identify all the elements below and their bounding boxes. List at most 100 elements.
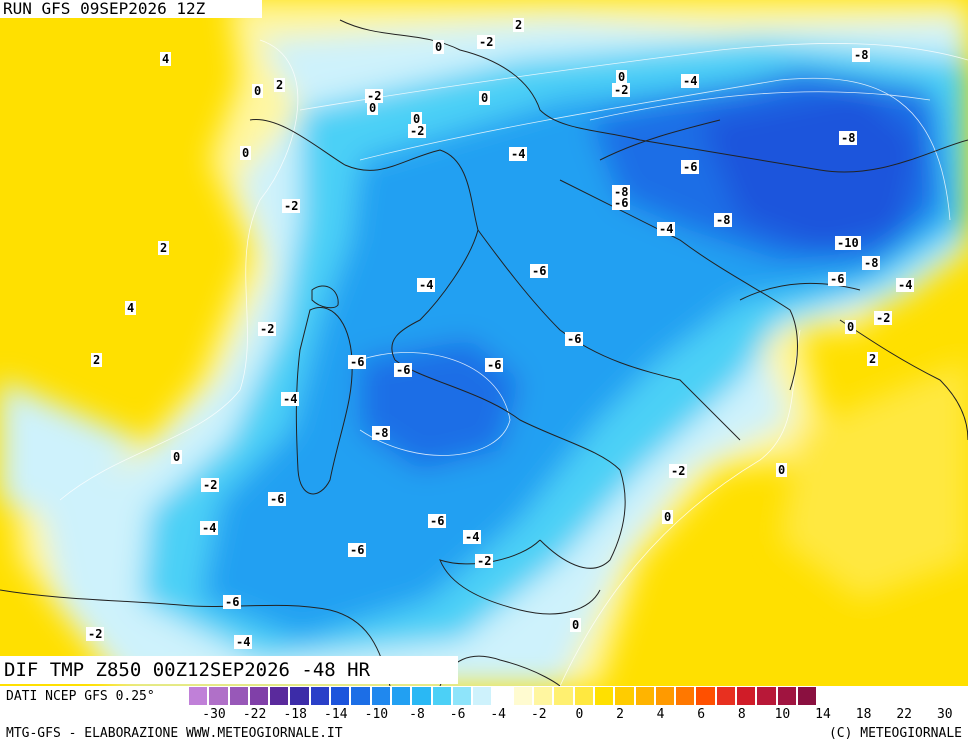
color-swatch: [269, 686, 290, 706]
contour-label: -8: [372, 426, 391, 440]
color-swatch: [776, 686, 797, 706]
scale-tick-label: 0: [575, 707, 584, 722]
color-swatch: [248, 686, 270, 706]
footer: DATI NCEP GFS 0.25° -30 -22 -18 -14 -10 -8 -6-…: [0, 686, 968, 745]
contour-label: 2: [513, 18, 525, 32]
contour-label: -4: [234, 635, 253, 649]
contour-label: -4: [657, 222, 676, 236]
contour-label: -2: [669, 464, 688, 478]
color-swatch: [330, 686, 351, 706]
scale-tick-label: 4: [656, 707, 665, 722]
credit-left: MTG-GFS - ELABORAZIONE WWW.METEOGIORNALE…: [6, 726, 343, 741]
credit-right: (C) METEOGIORNALE: [828, 726, 962, 741]
contour-label: -6: [348, 355, 367, 369]
contour-label: -4: [281, 392, 300, 406]
color-scale-bar: [188, 686, 818, 706]
color-swatch: [654, 686, 676, 706]
color-swatch: [553, 686, 574, 706]
contour-label: -6: [828, 272, 847, 286]
contour-label: -8: [839, 131, 858, 145]
contour-label: 0: [479, 91, 491, 105]
contour-label: -2: [477, 35, 496, 49]
contour-label: -10: [835, 236, 861, 250]
contour-label: 0: [171, 450, 183, 464]
scale-tick-label: 6: [697, 707, 706, 722]
contour-label: 0: [776, 463, 788, 477]
scale-tick-label: 8: [737, 707, 746, 722]
contour-label: -6: [223, 595, 242, 609]
contour-label: -6: [348, 543, 367, 557]
contour-label: 0: [616, 70, 628, 84]
run-title: RUN GFS 09SEP2026 12Z: [0, 0, 262, 18]
scale-tick-label: -2: [530, 707, 547, 722]
color-swatch: [492, 686, 513, 706]
color-swatch: [350, 686, 371, 706]
contour-label: 0: [433, 40, 445, 54]
scale-tick-label: -30: [202, 707, 226, 722]
contour-label: -2: [258, 322, 277, 336]
scale-tick-label: 18: [855, 707, 872, 722]
contour-label: -4: [417, 278, 436, 292]
color-swatch: [634, 686, 655, 706]
contour-label: 2: [867, 352, 879, 366]
color-swatch: [533, 686, 554, 706]
color-swatch: [188, 686, 209, 706]
scale-tick-label: -22: [242, 707, 267, 722]
contour-label: -2: [282, 199, 301, 213]
contour-label: -4: [681, 74, 700, 88]
color-swatch: [472, 686, 493, 706]
contour-label: -4: [509, 147, 528, 161]
contour-label: 0: [662, 510, 674, 524]
contour-label: 2: [91, 353, 103, 367]
contour-label: -8: [612, 185, 631, 199]
contour-label: -2: [874, 311, 893, 325]
contour-label: -8: [714, 213, 733, 227]
color-swatch: [512, 686, 534, 706]
color-swatch: [390, 686, 412, 706]
contour-label: -6: [394, 363, 413, 377]
contour-label: 4: [160, 52, 172, 66]
contour-label: 0: [411, 112, 423, 126]
contour-label: -4: [463, 530, 482, 544]
color-swatch: [756, 686, 777, 706]
contour-label: -2: [365, 89, 384, 103]
color-swatch: [796, 686, 818, 706]
color-swatch: [411, 686, 432, 706]
color-swatch: [614, 686, 635, 706]
color-swatch: [431, 686, 452, 706]
contour-label: -8: [862, 256, 881, 270]
contour-label: -4: [896, 278, 915, 292]
contour-label: 0: [240, 146, 252, 160]
contour-label: 2: [274, 78, 286, 92]
color-swatch: [695, 686, 716, 706]
color-swatch: [309, 686, 331, 706]
contour-label: -4: [200, 521, 219, 535]
color-swatch: [593, 686, 615, 706]
scale-tick-label: -4: [490, 707, 507, 722]
color-scale-ticks: -30 -22 -18 -14 -10 -8 -6 -4 -2 0 2 4 6 8 10 14 18 22 30: [188, 707, 968, 723]
color-swatch: [289, 686, 310, 706]
contour-label: -6: [268, 492, 287, 506]
contour-label: -2: [408, 124, 427, 138]
scale-tick-label: -6: [449, 707, 466, 722]
temperature-map: RUN GFS 09SEP2026 12Z 2 -2 0 4 -8 0 -4 -2 2 0 -2 0 0…: [0, 0, 968, 686]
scale-tick-label: 30: [936, 707, 953, 722]
color-swatch: [370, 686, 391, 706]
contour-label: 0: [367, 101, 379, 115]
color-swatch: [208, 686, 229, 706]
scale-tick-label: 2: [616, 707, 624, 722]
contour-label: -2: [86, 627, 105, 641]
contour-label: -6: [428, 514, 447, 528]
contour-label: 4: [125, 301, 137, 315]
color-swatch: [715, 686, 737, 706]
scale-tick-label: 22: [896, 707, 913, 722]
contour-label: 0: [845, 320, 857, 334]
contour-label: -6: [485, 358, 504, 372]
contour-label: -2: [201, 478, 220, 492]
map-field: [0, 0, 968, 686]
map-title: DIF TMP Z850 00Z12SEP2026 -48 HR: [0, 656, 458, 684]
scale-tick-label: -10: [364, 707, 389, 722]
contour-label: -6: [681, 160, 700, 174]
scale-tick-label: -8: [409, 707, 425, 722]
contour-label: 2: [158, 241, 170, 255]
